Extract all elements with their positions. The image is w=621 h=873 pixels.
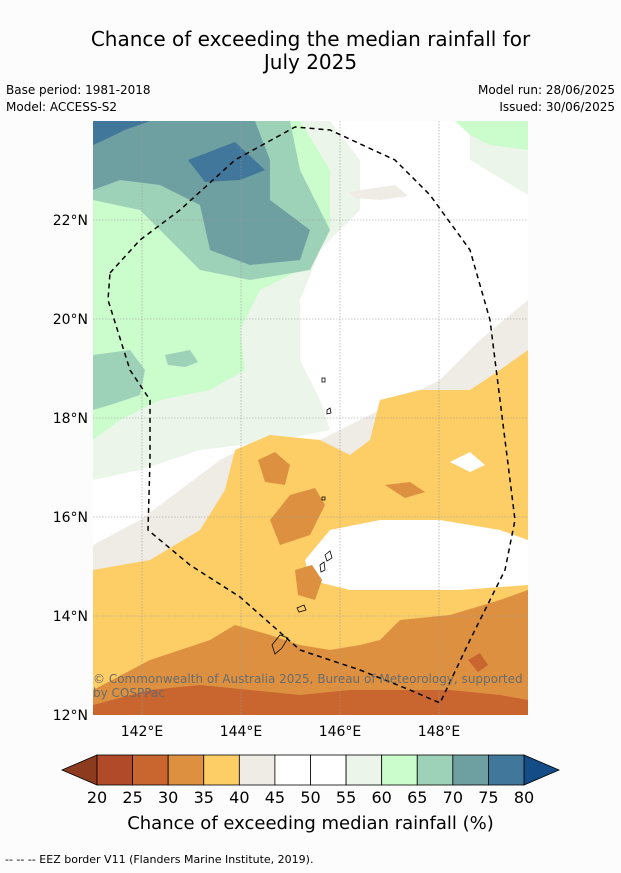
colorbar-cell bbox=[96, 754, 133, 786]
saipan-island bbox=[324, 550, 333, 562]
region-30-35 bbox=[93, 590, 528, 715]
rota-island bbox=[296, 604, 307, 613]
map-title: Chance of exceeding the median rainfall … bbox=[0, 28, 621, 74]
gridlines bbox=[93, 121, 528, 715]
region-80-plus-b bbox=[188, 142, 265, 182]
meta-left: Base period: 1981-2018 Model: ACCESS-S2 bbox=[6, 82, 151, 116]
copyright-line-2: by COSPPac bbox=[93, 686, 165, 700]
colorbar: 20 25 30 35 40 45 50 55 60 65 70 75 80 bbox=[60, 754, 561, 807]
region-65-70-ne bbox=[455, 121, 528, 150]
region-30-35-blob-c bbox=[295, 565, 322, 600]
region-45-50-hole bbox=[305, 520, 528, 590]
latitude-axis: 22°N 20°N 18°N 16°N 14°N 12°N bbox=[53, 213, 88, 724]
region-70-75-blob bbox=[165, 350, 198, 367]
colorbar-tick-label: 65 bbox=[407, 788, 427, 807]
lon-tick-144e: 144°E bbox=[220, 724, 263, 740]
region-75-80 bbox=[93, 121, 310, 265]
colorbar-tick-label: 20 bbox=[87, 788, 107, 807]
colorbar-tick-label: 25 bbox=[122, 788, 142, 807]
colorbar-tick-label: 45 bbox=[265, 788, 285, 807]
lon-tick-146e: 146°E bbox=[319, 724, 362, 740]
base-period-text: Base period: 1981-2018 bbox=[6, 83, 151, 97]
agrihan-island bbox=[321, 377, 326, 383]
colorbar-cell bbox=[452, 754, 489, 786]
colorbar-cell bbox=[132, 754, 169, 786]
colorbar-cell bbox=[488, 754, 525, 786]
region-25-30 bbox=[93, 685, 528, 715]
colorbar-cell bbox=[345, 754, 383, 786]
colorbar-high-arrow bbox=[523, 754, 561, 786]
model-run-text: Model run: 28/06/2025 bbox=[477, 83, 615, 97]
islands bbox=[271, 377, 333, 655]
colorbar-cell bbox=[167, 754, 205, 786]
colorbar-tick-label: 50 bbox=[300, 788, 320, 807]
region-30-35-blob-d bbox=[385, 482, 425, 498]
model-text: Model: ACCESS-S2 bbox=[6, 100, 118, 114]
colorbar-cell bbox=[238, 754, 276, 786]
colorbar-low-arrow bbox=[60, 754, 98, 786]
lat-tick-18n: 18°N bbox=[53, 411, 88, 427]
colorbar-tick-label: 60 bbox=[371, 788, 391, 807]
lat-tick-20n: 20°N bbox=[53, 312, 88, 328]
colorbar-tick-label: 35 bbox=[194, 788, 214, 807]
issued-text: Issued: 30/06/2025 bbox=[499, 100, 615, 114]
region-70-75-w bbox=[93, 350, 145, 410]
region-80-plus-a bbox=[93, 121, 150, 145]
colorbar-cells bbox=[96, 754, 525, 786]
pagan-island bbox=[326, 407, 332, 415]
colorbar-tick-label: 80 bbox=[514, 788, 534, 807]
meta-right: Model run: 28/06/2025 Issued: 30/06/2025 bbox=[478, 82, 615, 116]
region-40-45-ne bbox=[348, 185, 408, 200]
tinian-island bbox=[319, 561, 326, 573]
lat-tick-14n: 14°N bbox=[53, 609, 88, 625]
colorbar-cell bbox=[274, 754, 311, 786]
colorbar-cell bbox=[381, 754, 418, 786]
lat-tick-22n: 22°N bbox=[53, 213, 88, 229]
colorbar-tick-label: 40 bbox=[229, 788, 249, 807]
lon-tick-148e: 148°E bbox=[418, 724, 461, 740]
colorbar-tick-label: 75 bbox=[478, 788, 498, 807]
colorbar-tick-label: 55 bbox=[336, 788, 356, 807]
colorbar-cell bbox=[416, 754, 454, 786]
region-30-35-blob-a bbox=[258, 452, 290, 485]
lat-tick-16n: 16°N bbox=[53, 510, 88, 526]
region-25-30-blob bbox=[468, 653, 488, 672]
anatahan-island bbox=[321, 496, 326, 501]
colorbar-tick-label: 30 bbox=[158, 788, 178, 807]
guam-island bbox=[271, 634, 289, 655]
colorbar-cell bbox=[310, 754, 347, 786]
eez-legend-footer: -- -- -- EEZ border V11 (Flanders Marine… bbox=[5, 853, 314, 866]
colorbar-label: Chance of exceeding median rainfall (%) bbox=[127, 813, 494, 834]
lon-tick-142e: 142°E bbox=[121, 724, 164, 740]
eez-border bbox=[107, 126, 516, 704]
rainfall-map-area bbox=[93, 121, 528, 715]
colorbar-tick-label: 70 bbox=[443, 788, 463, 807]
region-45-50-hole-b bbox=[450, 452, 485, 472]
colorbar-tick-labels: 20 25 30 35 40 45 50 55 60 65 70 75 80 bbox=[87, 788, 534, 807]
colorbar-cell bbox=[203, 754, 240, 786]
copyright-notice: © Commonwealth of Australia 2025, Bureau… bbox=[93, 672, 523, 700]
map-title-line-1: Chance of exceeding the median rainfall … bbox=[90, 27, 531, 51]
lat-tick-12n: 12°N bbox=[53, 708, 88, 724]
longitude-axis: 142°E 144°E 146°E 148°E bbox=[121, 724, 461, 740]
copyright-line-1: © Commonwealth of Australia 2025, Bureau… bbox=[93, 672, 523, 686]
region-30-35-blob-b bbox=[270, 488, 325, 545]
map-title-line-2: July 2025 bbox=[263, 50, 358, 74]
